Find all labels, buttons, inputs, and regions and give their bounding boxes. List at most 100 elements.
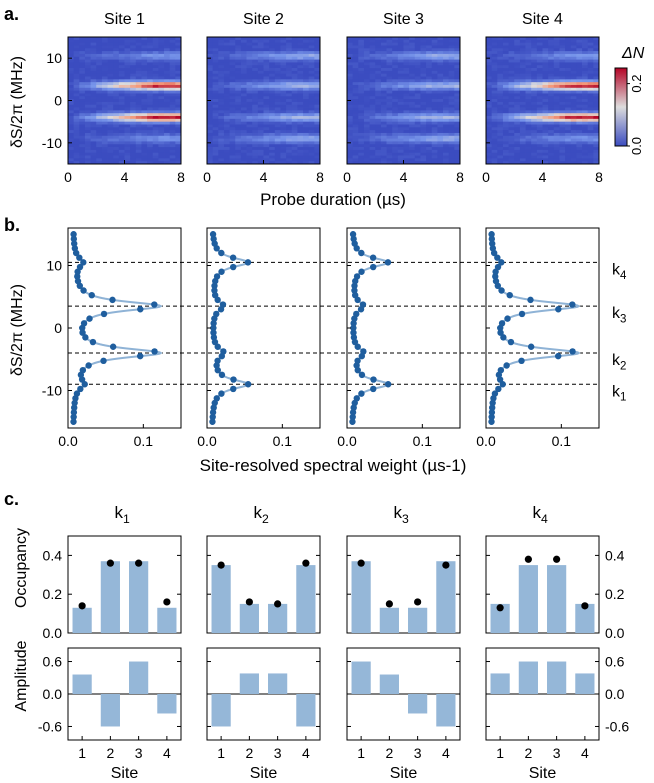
heatmap-cell bbox=[570, 113, 577, 117]
heatmap-cell bbox=[96, 90, 103, 94]
heatmap-cell bbox=[96, 79, 103, 83]
heatmap-cell bbox=[593, 118, 600, 123]
heatmap-cell bbox=[164, 90, 171, 94]
heatmap-cell bbox=[113, 96, 120, 100]
heatmap-cell bbox=[358, 113, 365, 117]
heatmap-cell bbox=[303, 73, 310, 77]
x-tick-label: 2 bbox=[245, 745, 253, 761]
heatmap-cell bbox=[519, 51, 526, 55]
heatmap-cell bbox=[397, 62, 404, 66]
heatmap-cell bbox=[68, 45, 75, 49]
heatmap-cell bbox=[570, 37, 577, 41]
heatmap-cell bbox=[497, 138, 504, 142]
heatmap-cell bbox=[118, 96, 125, 100]
heatmap-cell bbox=[347, 62, 354, 66]
heatmap-cell bbox=[246, 104, 253, 108]
heatmap-cell bbox=[414, 37, 421, 41]
occupancy-bar bbox=[72, 607, 92, 633]
heatmap-cell bbox=[308, 116, 315, 120]
heatmap-cell bbox=[164, 101, 171, 106]
heatmap-cell bbox=[269, 62, 276, 66]
heatmap-cell bbox=[90, 90, 97, 94]
heatmap-cell bbox=[553, 138, 560, 142]
heatmap-cell bbox=[397, 141, 404, 145]
heatmap-cell bbox=[559, 93, 566, 97]
heatmap-cell bbox=[576, 79, 583, 83]
heatmap-cell bbox=[223, 144, 230, 148]
heatmap-cell bbox=[280, 144, 287, 148]
heatmap-cell bbox=[565, 118, 572, 123]
heatmap-cell bbox=[303, 141, 310, 145]
heatmap-cell bbox=[565, 110, 572, 114]
heatmap-cell bbox=[514, 96, 521, 100]
heatmap-cell bbox=[308, 130, 315, 134]
heatmap-cell bbox=[531, 70, 538, 75]
heatmap-cell bbox=[96, 70, 103, 75]
heatmap-cell bbox=[570, 110, 577, 114]
heatmap-cell bbox=[508, 39, 515, 44]
heatmap-cell bbox=[158, 141, 165, 145]
heatmap-cell bbox=[141, 135, 148, 139]
heatmap-cell bbox=[118, 132, 125, 137]
heatmap-cell bbox=[548, 51, 555, 55]
heatmap-cell bbox=[542, 101, 549, 106]
heatmap-cell bbox=[508, 76, 515, 80]
heatmap-cell bbox=[548, 161, 555, 165]
heatmap-cell bbox=[113, 149, 120, 154]
heatmap-cell bbox=[68, 135, 75, 139]
heatmap-cell bbox=[141, 144, 148, 148]
heatmap-cell bbox=[107, 149, 114, 154]
heatmap-cell bbox=[269, 152, 276, 156]
heatmap-cell bbox=[497, 62, 504, 66]
heatmap-cell bbox=[235, 62, 242, 66]
heatmap-cell bbox=[252, 124, 259, 128]
heatmap-cell bbox=[514, 42, 521, 46]
heatmap-cell bbox=[392, 79, 399, 83]
heatmap-cell bbox=[175, 51, 182, 55]
heatmap-cell bbox=[548, 84, 555, 89]
heatmap-cell bbox=[414, 93, 421, 97]
heatmap-cell bbox=[431, 84, 438, 89]
heatmap-cell bbox=[79, 84, 86, 89]
heatmap-cell bbox=[403, 107, 410, 111]
heatmap-cell bbox=[79, 53, 86, 58]
panel-c-xlabel: Site bbox=[250, 765, 278, 782]
heatmap-cell bbox=[593, 121, 600, 125]
heatmap-cell bbox=[240, 62, 247, 66]
heatmap-cell bbox=[101, 141, 108, 145]
heatmap-cell bbox=[175, 96, 182, 100]
heatmap-cell bbox=[454, 132, 461, 137]
heatmap-cell bbox=[223, 59, 230, 63]
x-tick-label: 4 bbox=[400, 169, 408, 185]
heatmap-cell bbox=[79, 48, 86, 52]
heatmap-cell bbox=[352, 104, 359, 108]
heatmap-cell bbox=[553, 84, 560, 89]
heatmap-cell bbox=[212, 90, 219, 94]
heatmap-cell bbox=[576, 70, 583, 75]
heatmap-cell bbox=[124, 121, 131, 125]
heatmap-cell bbox=[79, 62, 86, 66]
heatmap-cell bbox=[257, 113, 264, 117]
heatmap-cell bbox=[386, 104, 393, 108]
heatmap-cell bbox=[454, 45, 461, 49]
x-tick-label: 3 bbox=[553, 745, 561, 761]
heatmap-cell bbox=[90, 51, 97, 55]
heatmap-cell bbox=[73, 65, 80, 69]
heatmap-cell bbox=[118, 141, 125, 145]
heatmap-cell bbox=[240, 149, 247, 154]
heatmap-cell bbox=[420, 147, 427, 151]
heatmap-cell bbox=[358, 84, 365, 89]
heatmap-cell bbox=[229, 152, 236, 156]
heatmap-cell bbox=[565, 135, 572, 139]
heatmap-cell bbox=[207, 45, 214, 49]
heatmap-cell bbox=[519, 99, 526, 103]
heatmap-cell bbox=[101, 121, 108, 125]
heatmap-cell bbox=[553, 39, 560, 44]
heatmap-cell bbox=[246, 155, 253, 159]
spectrum-point bbox=[488, 409, 496, 416]
heatmap-cell bbox=[486, 65, 493, 69]
heatmap-cell bbox=[380, 45, 387, 49]
heatmap-cell bbox=[448, 124, 455, 128]
heatmap-cell bbox=[118, 149, 125, 154]
heatmap-cell bbox=[280, 110, 287, 114]
